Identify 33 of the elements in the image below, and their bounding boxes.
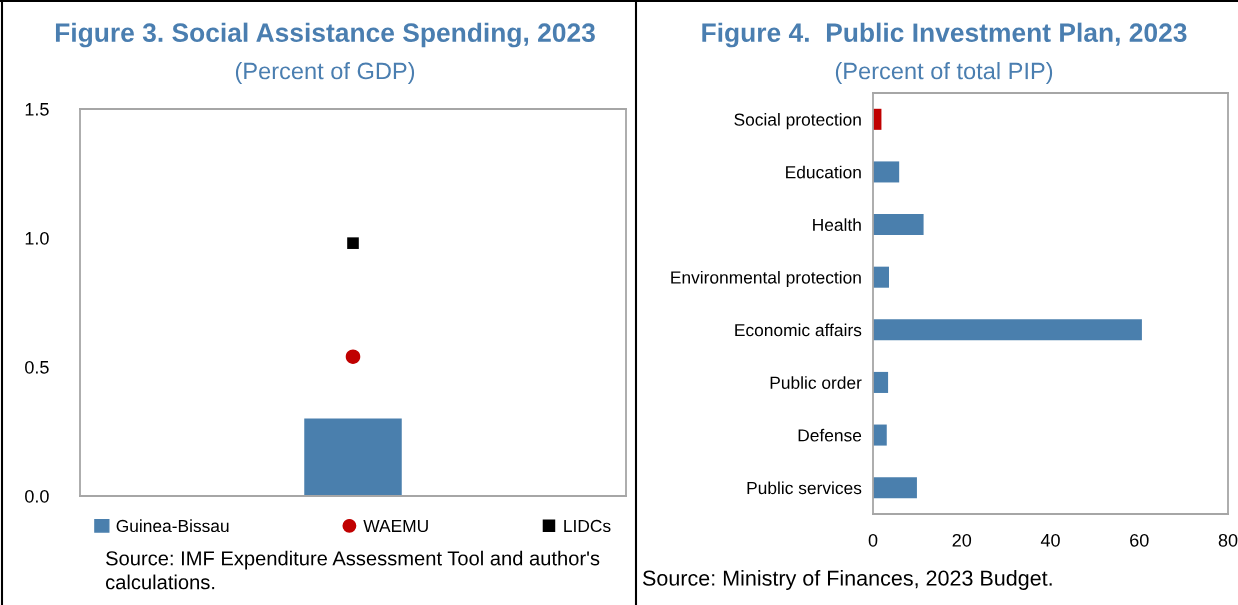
y-tick-label: Defense	[798, 428, 862, 442]
source-note: Source: IMF Expenditure Assessment Tool and author's calculations.	[105, 550, 600, 590]
bar	[873, 266, 889, 288]
y-tick-label: Environmental protection	[671, 270, 861, 288]
chart-subtitle: (Percent of total PIP)	[835, 62, 1053, 84]
y-tick-label: Economic affairs	[735, 323, 862, 337]
y-tick-label: Health	[813, 218, 861, 232]
y-tick-label: 0.5	[25, 360, 49, 374]
x-tick-label: 80	[1218, 533, 1238, 547]
chart-title: Figure 4. Public Investment Plan, 2023	[702, 22, 1187, 48]
y-tick-label: Education	[786, 165, 861, 179]
x-tick-label: 60	[1130, 533, 1149, 547]
bar	[873, 161, 900, 183]
y-tick-label: Social protection	[734, 113, 861, 130]
y-tick-label: Public order	[770, 376, 862, 389]
chart-title: Figure 3. Social Assistance Spending, 2023	[55, 22, 595, 48]
legend-label: WAEMU	[363, 520, 428, 533]
bar	[873, 477, 917, 499]
bar	[873, 424, 887, 446]
bar	[873, 371, 889, 393]
y-tick-label: 1.0	[25, 231, 49, 245]
chart-subtitle: (Percent of GDP)	[235, 62, 415, 84]
y-tick-label: Public services	[747, 481, 862, 495]
x-tick-label: 40	[1040, 533, 1060, 547]
legend-label: Guinea-Bissau	[116, 519, 229, 533]
bar	[873, 214, 924, 236]
source-note: Source: Ministry of Finances, 2023 Budget.	[642, 569, 1052, 591]
x-tick-label: 0	[868, 533, 878, 547]
x-tick-label: 20	[952, 533, 972, 547]
y-tick-label: 1.5	[25, 103, 49, 116]
y-tick-label: 0.0	[25, 489, 49, 503]
bar	[873, 319, 1142, 341]
legend-label: LIDCs	[564, 519, 611, 533]
